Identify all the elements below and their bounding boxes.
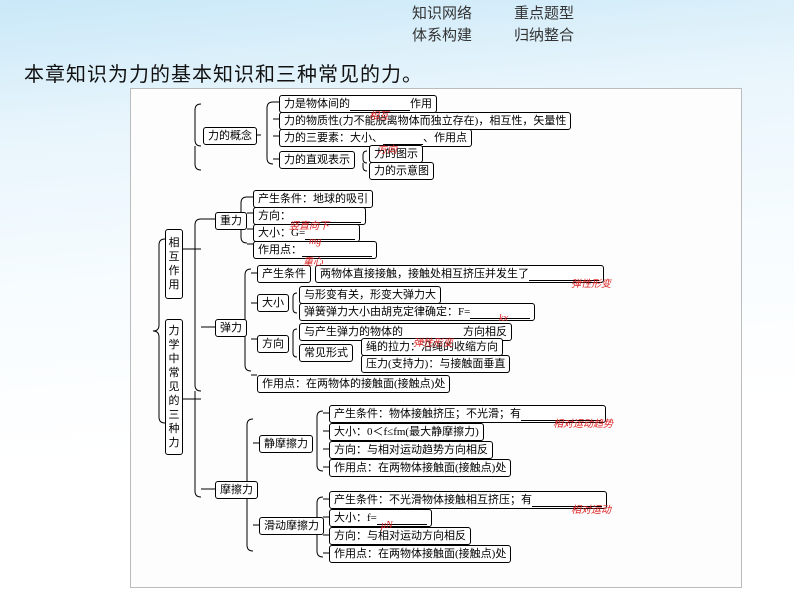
ann-rel-trend: 相对运动趋势 [553, 415, 613, 430]
tab-key-problems[interactable]: 重点题型 [514, 6, 574, 22]
concept-sketch: 力的示意图 [369, 162, 434, 180]
node-concept: 力的概念 [203, 127, 257, 145]
elastic-dir-common: 常见形式 [299, 344, 353, 362]
node-gravity: 重力 [215, 212, 247, 230]
concept-nature: 力的物质性(力不能脱离物体而独立存在)，相互性，矢量性 [279, 112, 571, 130]
ann-direction: 方向 [377, 141, 397, 156]
tab-system-build[interactable]: 体系构建 [412, 28, 472, 44]
page-title: 本章知识为力的基本知识和三种常见的力。 [24, 58, 423, 87]
sf-point: 作用点：在两物体接触面(接触点)处 [329, 459, 511, 477]
root-three-forces: 力学中常见的三种力 [165, 319, 183, 455]
sf-mag: 大小：0＜f≤fm(最大静摩擦力) [329, 423, 484, 441]
ann-centroid: 重心 [303, 253, 323, 268]
kf-point: 作用点：在两物体接触面(接触点)处 [329, 545, 511, 563]
node-static-friction: 静摩擦力 [259, 435, 313, 453]
node-elastic: 弹力 [215, 319, 247, 337]
concept-map: 相互作用 力学中常见的三种力 力的概念 力是物体间的作用 力的物质性(力不能脱离… [130, 88, 742, 588]
ann-mg: mg [309, 236, 321, 247]
ann-elastic-deform-2: 弹性形变 [413, 334, 453, 349]
elastic-point: 作用点：在两物体的接触面(接触点)处 [257, 375, 450, 393]
gravity-cond: 产生条件：地球的吸引 [253, 190, 373, 208]
tab-knowledge-network[interactable]: 知识网络 [412, 6, 472, 22]
concept-def: 力是物体间的作用 [279, 95, 437, 113]
ann-vertical-down: 竖直向下 [289, 217, 329, 232]
kf-dir: 方向：与相对运动方向相反 [329, 527, 471, 545]
elastic-cond-text: 两物体直接接触，接触处相互挤压并发生了 [315, 265, 604, 283]
ann-elastic-deform: 弹性形变 [571, 275, 611, 290]
tab-summary[interactable]: 归纳整合 [514, 28, 574, 44]
kf-cond: 产生条件：不光滑物体接触相互挤压；有 [329, 491, 607, 509]
ann-mu-n: μN [381, 520, 393, 531]
ann-mutual: 相互 [369, 107, 389, 122]
root-interaction: 相互作用 [165, 229, 183, 299]
elastic-mag-label: 大小 [257, 294, 289, 312]
ann-kx: kx [499, 313, 508, 324]
node-friction: 摩擦力 [215, 481, 258, 499]
elastic-mag-1: 与形变有关，形变大弹力大 [299, 286, 441, 304]
node-sliding-friction: 滑动摩擦力 [259, 517, 324, 535]
sf-dir: 方向：与相对运动趋势方向相反 [329, 441, 493, 459]
header-tabs: 知识网络 重点题型 体系构建 归纳整合 [410, 2, 616, 48]
elastic-dir-label: 方向 [257, 335, 289, 353]
concept-visual: 力的直观表示 [279, 151, 355, 169]
elastic-press: 压力(支持力)：与接触面垂直 [361, 355, 510, 373]
ann-rel-motion: 相对运动 [571, 501, 611, 516]
